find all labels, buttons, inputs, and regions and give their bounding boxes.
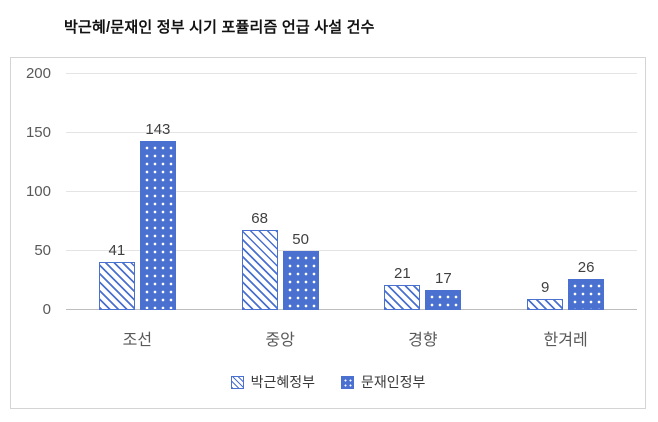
x-axis: 조선 중앙 경향 한겨레 bbox=[66, 326, 637, 350]
gridline bbox=[66, 191, 637, 192]
bar-value-label: 41 bbox=[108, 241, 126, 259]
y-tick-label: 0 bbox=[42, 301, 51, 318]
bar bbox=[568, 279, 605, 310]
gridline bbox=[66, 73, 637, 74]
bar-group: 41 143 bbox=[66, 74, 209, 310]
bar bbox=[282, 251, 319, 310]
y-axis: 0 50 100 150 200 bbox=[11, 65, 59, 318]
bar-group: 68 50 bbox=[209, 74, 352, 310]
bar-unit: 17 bbox=[425, 74, 462, 310]
x-tick-label: 중앙 bbox=[265, 332, 295, 349]
bar bbox=[425, 289, 462, 310]
y-tick-label: 200 bbox=[25, 65, 51, 82]
bar-unit: 26 bbox=[568, 74, 605, 310]
y-tick-label: 100 bbox=[25, 183, 51, 200]
bar-value-label: 9 bbox=[540, 279, 550, 297]
bar-unit: 143 bbox=[139, 74, 176, 310]
bar-value-label: 50 bbox=[292, 231, 309, 248]
bar bbox=[527, 299, 564, 310]
legend-label: 문재인정부 bbox=[361, 374, 426, 390]
x-tick-label: 경향 bbox=[408, 332, 438, 349]
bar-value-label: 26 bbox=[577, 259, 595, 277]
x-tick-label: 조선 bbox=[122, 332, 153, 349]
legend: 박근혜정부 문재인정부 bbox=[11, 372, 645, 392]
chart-title: 박근혜/문재인 정부 시기 포퓰리즘 언급 사설 건수 bbox=[64, 19, 375, 36]
bar-group: 21 17 bbox=[352, 74, 495, 310]
plot-area: 41 143 68 50 21 17 9 26 bbox=[66, 73, 637, 310]
bar-unit: 41 bbox=[98, 74, 135, 310]
x-tick-label: 한겨레 bbox=[543, 332, 588, 349]
bar bbox=[98, 261, 135, 310]
legend-item: 문재인정부 bbox=[341, 372, 425, 392]
bar bbox=[384, 285, 421, 310]
bar-unit: 68 bbox=[241, 74, 278, 310]
bar bbox=[241, 229, 278, 310]
legend-item: 박근혜정부 bbox=[230, 372, 315, 392]
bar-value-label: 21 bbox=[394, 265, 411, 283]
bar-group: 9 26 bbox=[494, 74, 637, 310]
x-axis-line bbox=[66, 309, 637, 310]
bar-groups: 41 143 68 50 21 17 9 26 bbox=[66, 74, 637, 310]
y-tick-label: 150 bbox=[25, 124, 51, 141]
bar-value-label: 143 bbox=[145, 121, 171, 139]
bar-unit: 50 bbox=[282, 74, 319, 310]
bar bbox=[139, 141, 176, 310]
gridline bbox=[66, 250, 637, 251]
bar-value-label: 17 bbox=[435, 269, 452, 287]
bar-unit: 9 bbox=[527, 74, 564, 310]
bar-unit: 21 bbox=[384, 74, 421, 310]
bar-value-label: 68 bbox=[251, 209, 268, 227]
gridline bbox=[66, 132, 637, 133]
legend-swatch-icon bbox=[341, 375, 354, 389]
y-tick-label: 50 bbox=[34, 242, 51, 259]
plot-frame: 0 50 100 150 200 41 143 68 50 21 17 9 26 조선 중앙 경향 한겨레 … bbox=[10, 57, 646, 409]
legend-label: 박근혜정부 bbox=[250, 374, 315, 390]
legend-swatch-icon bbox=[230, 375, 244, 389]
